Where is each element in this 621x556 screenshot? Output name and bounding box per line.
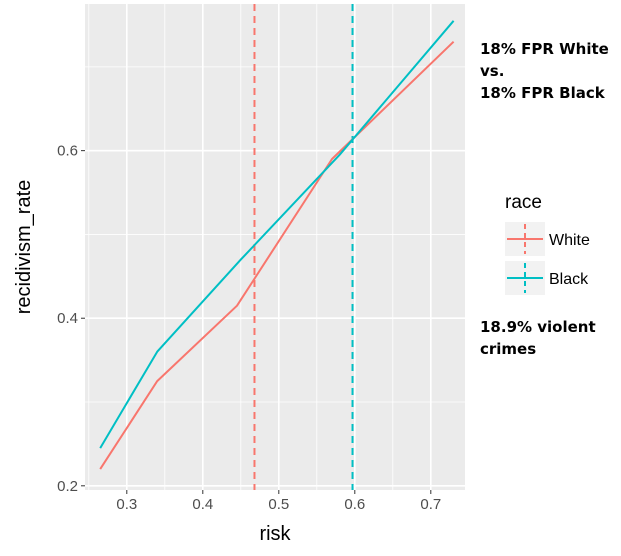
- series-line-white: [99, 40, 455, 470]
- y-tick-label: 0.2: [57, 478, 78, 495]
- x-axis-title: risk: [259, 523, 291, 545]
- vertical-reference-lines: [253, 4, 354, 490]
- y-axis-title: recidivism_rate: [13, 180, 35, 314]
- y-tick-label: 0.6: [57, 143, 78, 160]
- grid-major: [85, 4, 465, 490]
- x-tick-label: 0.7: [420, 496, 441, 513]
- y-tick-label: 0.4: [57, 310, 78, 327]
- series-line-black: [99, 20, 455, 449]
- x-tick-label: 0.3: [116, 496, 137, 513]
- legend-item-white: White: [505, 222, 590, 256]
- legend-item-black: Black: [505, 261, 589, 295]
- legend-label-black: Black: [549, 271, 589, 288]
- annotation-violent: 18.9% violent crimes: [480, 316, 596, 360]
- annotation-fpr-line-2: vs.: [480, 62, 505, 80]
- legend-title: race: [505, 192, 542, 213]
- x-tick-label: 0.6: [344, 496, 365, 513]
- annotation-violent-line-1: 18.9% violent: [480, 318, 596, 336]
- x-tick-label: 0.4: [192, 496, 213, 513]
- x-tick-label: 0.5: [268, 496, 289, 513]
- legend: race White Black: [505, 192, 590, 295]
- legend-label-white: White: [549, 232, 590, 249]
- series-lines: [99, 20, 455, 470]
- y-axis-ticks: 0.2 0.4 0.6: [57, 143, 85, 495]
- annotation-fpr: 18% FPR White vs. 18% FPR Black: [480, 38, 609, 104]
- grid-minor: [85, 4, 465, 490]
- annotation-fpr-line-1: 18% FPR White: [480, 40, 609, 58]
- annotation-violent-line-2: crimes: [480, 340, 537, 358]
- annotation-fpr-line-3: 18% FPR Black: [480, 84, 605, 102]
- x-axis-ticks: 0.3 0.4 0.5 0.6 0.7: [116, 490, 441, 513]
